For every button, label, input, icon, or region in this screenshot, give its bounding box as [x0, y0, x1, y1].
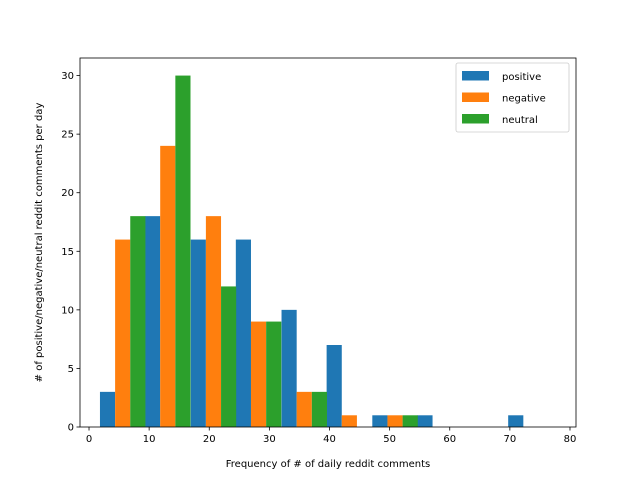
- bar-negative-bin-7: [387, 415, 403, 427]
- bar-positive-bin-3: [190, 239, 206, 427]
- x-tick-label: 80: [564, 434, 577, 445]
- bar-negative-bin-6: [341, 415, 357, 427]
- bar-neutral-bin-2: [175, 75, 191, 427]
- bar-positive-bin-6: [326, 345, 342, 427]
- bar-positive-bin-2: [145, 216, 161, 427]
- bar-negative-bin-3: [205, 216, 222, 427]
- legend-swatch-positive: [462, 71, 489, 81]
- bar-positive-bin-10: [508, 415, 524, 427]
- x-tick-label: 0: [86, 434, 92, 445]
- x-axis-label: Frequency of # of daily reddit comments: [226, 459, 431, 470]
- bar-negative-bin-1: [115, 239, 131, 427]
- y-axis-label: # of positive/negative/neutral reddit co…: [34, 103, 45, 383]
- bar-positive-bin-8: [417, 415, 433, 427]
- bar-positive-bin-7: [372, 415, 388, 427]
- x-tick-label: 40: [323, 434, 336, 445]
- x-tick-label: 20: [203, 434, 216, 445]
- bar-negative-bin-4: [250, 321, 267, 427]
- bar-neutral-bin-7: [402, 415, 418, 427]
- bar-neutral-bin-3: [221, 286, 237, 427]
- bar-positive-bin-4: [235, 239, 251, 427]
- bar-neutral-bin-5: [311, 391, 327, 427]
- y-tick-label: 30: [61, 71, 74, 82]
- y-tick-label: 0: [68, 423, 74, 434]
- x-tick-label: 60: [443, 434, 456, 445]
- y-axis: 0 5 10 15 20 25 30: [61, 71, 80, 434]
- bar-neutral-bin-1: [130, 216, 146, 427]
- bar-negative-bin-2: [160, 145, 176, 428]
- y-tick-label: 5: [68, 364, 74, 375]
- y-tick-label: 10: [61, 305, 74, 316]
- legend-swatch-neutral: [462, 114, 489, 124]
- bar-neutral-bin-4: [266, 321, 282, 427]
- legend-label-negative: negative: [502, 94, 546, 105]
- y-tick-label: 15: [61, 247, 74, 258]
- y-tick-label: 25: [61, 130, 74, 141]
- legend-label-neutral: neutral: [502, 115, 538, 126]
- x-tick-label: 50: [383, 434, 396, 445]
- plot-area-frame: [79, 57, 577, 428]
- x-axis: 0 10 20 30 40 50 60 70 80: [86, 427, 577, 445]
- y-tick-label: 20: [61, 188, 74, 199]
- legend-label-positive: positive: [502, 72, 541, 83]
- x-tick-label: 30: [263, 434, 276, 445]
- x-tick-label: 10: [143, 434, 156, 445]
- legend-swatch-negative: [462, 92, 489, 102]
- legend: positive negative neutral: [455, 62, 570, 133]
- bar-negative-bin-5: [296, 391, 312, 427]
- x-tick-label: 70: [503, 434, 516, 445]
- bars-layer: [99, 75, 524, 428]
- bar-positive-bin-1: [99, 391, 116, 427]
- bar-positive-bin-5: [281, 309, 297, 427]
